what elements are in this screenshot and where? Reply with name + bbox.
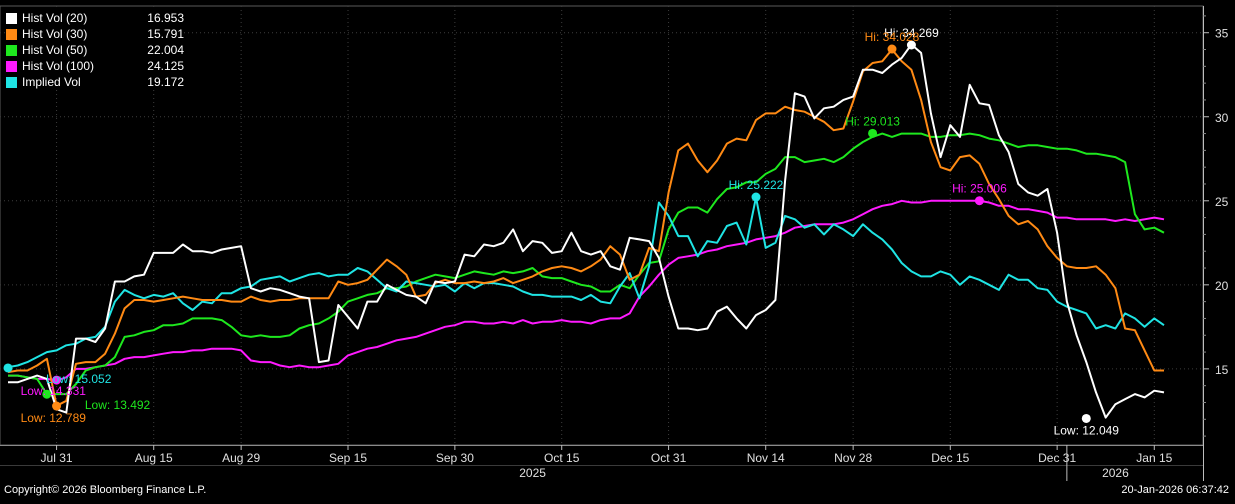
y-tick-label: 20: [1215, 279, 1229, 293]
x-tick-label: Oct 15: [544, 451, 580, 465]
x-tick-label: Sep 15: [329, 451, 367, 465]
y-tick-label: 15: [1215, 363, 1229, 377]
legend-series-name: Hist Vol (50): [22, 43, 88, 57]
annotation-label: Hi: 25.222: [729, 178, 784, 192]
legend-swatch: [6, 60, 17, 72]
legend-series-value: 16.953: [147, 11, 184, 25]
annotation-marker: [1081, 413, 1091, 423]
x-tick-label: Jul 31: [41, 451, 73, 465]
y-tick-label: 25: [1215, 195, 1229, 209]
annotation-label: Low: 12.789: [21, 411, 87, 425]
series-line-0: [8, 43, 1165, 419]
legend-swatch: [6, 44, 17, 56]
year-label: 2025: [519, 466, 546, 480]
annotation-marker: [42, 389, 52, 399]
annotation-label: Low: 14.331: [21, 384, 87, 398]
legend-swatch: [6, 28, 17, 40]
x-tick-label: Dec 31: [1038, 451, 1076, 465]
annotation-marker: [974, 196, 984, 206]
annotation-label: Low: 15.052: [46, 372, 112, 386]
x-tick-label: Sep 30: [436, 451, 474, 465]
annotation-label: Hi: 34.269: [884, 26, 939, 40]
legend: Hist Vol (20) 16.953 Hist Vol (30) 15.791 Hi…: [6, 10, 184, 90]
copyright-text: Copyright© 2026 Bloomberg Finance L.P.: [4, 484, 207, 496]
legend-item: Hist Vol (30) 15.791: [6, 26, 184, 42]
legend-item: Implied Vol 19.172: [6, 74, 184, 90]
legend-item: Hist Vol (50) 22.004: [6, 42, 184, 58]
legend-item: Hist Vol (20) 16.953: [6, 10, 184, 26]
annotation-marker: [52, 401, 62, 411]
legend-series-name: Implied Vol: [22, 75, 81, 89]
x-tick-label: Nov 14: [747, 451, 785, 465]
timestamp-text: 20-Jan-2026 06:37:42: [1121, 484, 1229, 496]
annotation-label: Low: 12.049: [1054, 423, 1120, 437]
legend-series-name: Hist Vol (30): [22, 27, 88, 41]
legend-swatch: [6, 12, 17, 24]
x-tick-label: Oct 31: [651, 451, 687, 465]
x-tick-label: Dec 15: [931, 451, 969, 465]
series-line-3: [8, 199, 1165, 382]
legend-swatch: [6, 76, 17, 88]
legend-series-name: Hist Vol (100): [22, 59, 95, 73]
year-label: 2026: [1102, 466, 1129, 480]
x-tick-label: Aug 29: [222, 451, 260, 465]
annotation-label: Hi: 25.006: [952, 182, 1007, 196]
annotation-label: Hi: 34.028: [865, 30, 920, 44]
x-tick-label: Aug 15: [135, 451, 173, 465]
annotation-marker: [887, 44, 897, 54]
annotation-label: Low: 13.492: [85, 398, 151, 412]
y-tick-label: 35: [1215, 27, 1229, 41]
x-tick-label: Nov 28: [834, 451, 872, 465]
series-line-2: [8, 132, 1165, 396]
legend-series-value: 22.004: [147, 43, 184, 57]
legend-item: Hist Vol (100) 24.125: [6, 58, 184, 74]
legend-series-value: 24.125: [147, 59, 184, 73]
annotation-marker: [3, 363, 13, 373]
annotation-marker: [52, 375, 62, 385]
legend-series-value: 19.172: [147, 75, 184, 89]
series-line-1: [7, 48, 1164, 407]
y-tick-label: 30: [1215, 111, 1229, 125]
legend-series-name: Hist Vol (20): [22, 11, 88, 25]
series-line-4: [7, 196, 1165, 369]
legend-series-value: 15.791: [147, 27, 184, 41]
annotation-marker: [906, 40, 916, 50]
annotation-marker: [751, 192, 761, 202]
annotation-label: Hi: 29.013: [845, 114, 900, 128]
x-tick-label: Jan 15: [1136, 451, 1172, 465]
annotation-marker: [868, 128, 878, 138]
